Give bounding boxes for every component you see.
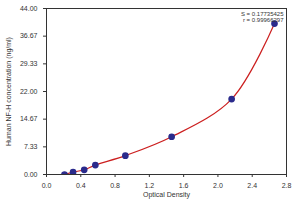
svg-text:36.67: 36.67 bbox=[20, 32, 38, 39]
svg-text:Human NF-H concentration (ng/m: Human NF-H concentration (ng/ml) bbox=[5, 37, 13, 146]
svg-text:0.0: 0.0 bbox=[42, 182, 52, 189]
svg-text:Optical Density: Optical Density bbox=[143, 191, 191, 199]
svg-text:44.00: 44.00 bbox=[20, 5, 38, 12]
svg-text:2.8: 2.8 bbox=[282, 182, 292, 189]
svg-text:14.67: 14.67 bbox=[20, 115, 38, 122]
svg-text:7.33: 7.33 bbox=[24, 143, 38, 150]
svg-text:0.00: 0.00 bbox=[24, 171, 38, 178]
svg-text:2.0: 2.0 bbox=[213, 182, 223, 189]
svg-text:1.6: 1.6 bbox=[179, 182, 189, 189]
svg-text:29.33: 29.33 bbox=[20, 60, 38, 67]
svg-text:S = 0.17735425r = 0.99966297: S = 0.17735425r = 0.99966297 bbox=[241, 11, 284, 23]
svg-text:2.4: 2.4 bbox=[247, 182, 257, 189]
svg-text:0.8: 0.8 bbox=[110, 182, 120, 189]
svg-text:0.4: 0.4 bbox=[76, 182, 86, 189]
svg-text:1.2: 1.2 bbox=[144, 182, 154, 189]
svg-text:22.00: 22.00 bbox=[20, 88, 38, 95]
